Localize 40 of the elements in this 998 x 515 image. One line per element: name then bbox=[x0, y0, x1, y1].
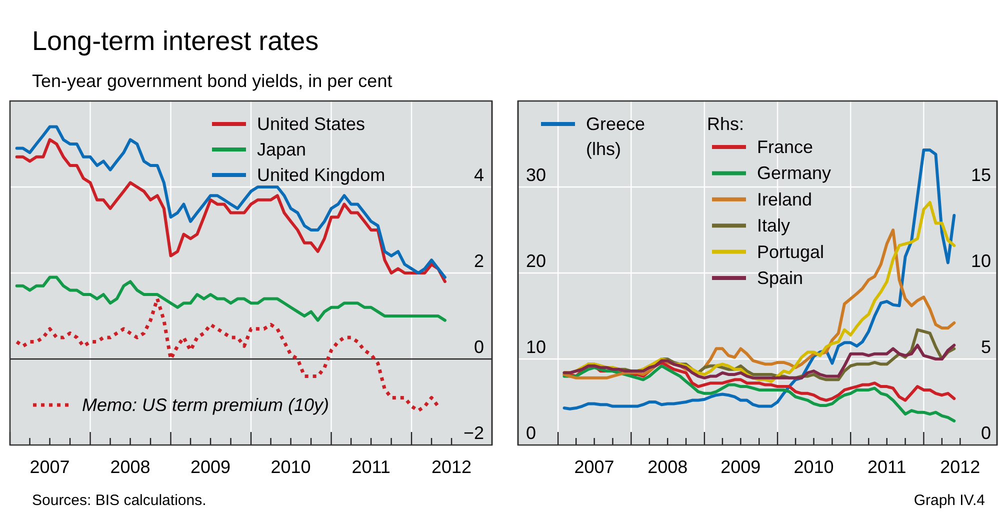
x-tick-label: 2011 bbox=[868, 457, 906, 477]
x-tick-label: 2008 bbox=[648, 457, 688, 477]
legend-title: Rhs: bbox=[707, 114, 744, 134]
y2-tick-label: 15 bbox=[970, 165, 991, 185]
x-tick-label: 2012 bbox=[432, 457, 472, 477]
legend-label: Spain bbox=[757, 268, 804, 288]
y-tick-label: 2 bbox=[474, 251, 484, 271]
x-tick-label: 2012 bbox=[940, 457, 980, 477]
y-tick-label: 20 bbox=[526, 251, 546, 271]
legend-label: Germany bbox=[757, 163, 832, 184]
x-tick-label: 2008 bbox=[110, 457, 150, 477]
source-note: Sources: BIS calculations. bbox=[32, 492, 206, 509]
y-tick-label: 0 bbox=[526, 423, 536, 443]
y2-tick-label: 10 bbox=[970, 251, 991, 271]
legend-label: Memo: US term premium (10y) bbox=[82, 395, 330, 415]
legend-label: Japan bbox=[257, 140, 306, 160]
chart-subtitle: Ten-year government bond yields, in per cent bbox=[32, 71, 392, 91]
legend-label: United Kingdom bbox=[257, 165, 386, 185]
legend-label: Portugal bbox=[757, 242, 824, 262]
x-tick-label: 2009 bbox=[190, 457, 231, 477]
y-tick-label: 0 bbox=[474, 337, 484, 357]
legend-label: Ireland bbox=[757, 189, 812, 210]
text: Graph IV.4 bbox=[914, 492, 985, 509]
legend-label: Italy bbox=[757, 216, 790, 236]
y-tick-label: 30 bbox=[526, 165, 546, 185]
y-tick-label: −2 bbox=[463, 423, 484, 443]
legend-label: United States bbox=[257, 114, 366, 134]
legend-label: France bbox=[757, 137, 814, 157]
y2-tick-label: 5 bbox=[980, 337, 991, 357]
y-tick-label: 4 bbox=[474, 165, 484, 185]
x-tick-label: 2007 bbox=[574, 457, 614, 477]
y2-tick-label: 0 bbox=[980, 423, 991, 443]
x-tick-label: 2010 bbox=[794, 457, 834, 477]
legend-label: Greece (lhs) bbox=[586, 114, 646, 159]
chart-title: Long-term interest rates bbox=[32, 26, 319, 56]
x-tick-label: 2007 bbox=[30, 457, 70, 477]
x-tick-label: 2009 bbox=[720, 457, 761, 477]
y-tick-label: 10 bbox=[526, 337, 546, 357]
x-tick-label: 2011 bbox=[352, 457, 390, 477]
x-tick-label: 2010 bbox=[270, 457, 311, 477]
